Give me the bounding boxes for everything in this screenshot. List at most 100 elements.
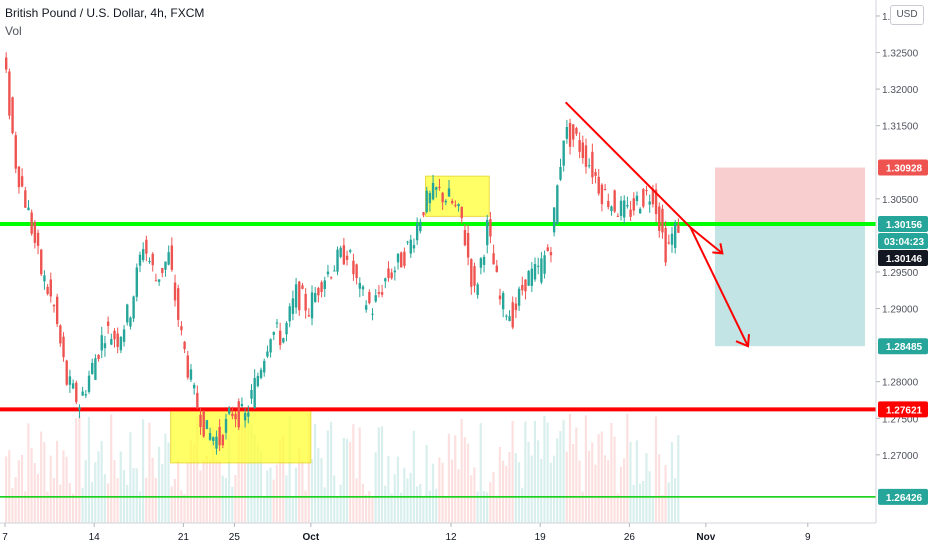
candle-body <box>677 224 680 233</box>
candle-body <box>113 330 116 340</box>
candle <box>298 280 301 316</box>
volume-bar <box>495 495 498 523</box>
candle-body <box>40 249 43 275</box>
candle-body <box>435 187 438 190</box>
candle-body <box>126 304 129 323</box>
volume-bar <box>186 462 189 523</box>
candle <box>52 303 56 313</box>
volume-bars <box>5 413 680 523</box>
volume-bar <box>498 446 501 523</box>
candle-body <box>94 358 97 380</box>
projection-arrow-2 <box>689 226 749 347</box>
volume-bar <box>113 460 116 523</box>
candle-body <box>466 233 470 258</box>
candle <box>470 258 473 295</box>
candle-body <box>116 333 119 347</box>
volume-bar <box>161 463 164 523</box>
candle <box>333 265 336 272</box>
volume-bar <box>473 467 476 523</box>
candle-body <box>84 394 88 396</box>
candle-body <box>208 433 212 440</box>
x-tick-label: Oct <box>302 532 319 543</box>
x-tick-label: 26 <box>624 532 636 543</box>
candle <box>263 358 266 377</box>
candle-body <box>345 255 349 260</box>
candle <box>285 321 288 342</box>
candle-body <box>393 270 397 273</box>
volume-bar <box>243 415 247 523</box>
stop-loss-zone <box>715 167 865 224</box>
volume-bar <box>8 450 11 523</box>
candle <box>387 261 390 282</box>
candle-body <box>400 252 403 268</box>
arrow-head-2 <box>735 334 750 348</box>
candle-body <box>610 206 613 212</box>
price-label-text: 1.26426 <box>886 493 923 504</box>
candle-body <box>122 329 126 342</box>
candle-body <box>431 182 435 200</box>
candle-body <box>97 354 100 360</box>
candle-body <box>419 221 422 232</box>
volume-bar <box>55 440 59 523</box>
candle <box>537 257 540 275</box>
candle-body <box>396 253 400 263</box>
candle <box>444 199 448 206</box>
candle <box>670 226 674 253</box>
candle <box>170 237 174 272</box>
candle-body <box>320 282 323 293</box>
volume-bar <box>610 422 613 523</box>
candle-body <box>470 259 473 287</box>
x-tick-label: Nov <box>696 532 715 543</box>
volume-bar <box>527 441 530 523</box>
volume-bar <box>5 456 8 523</box>
currency-button[interactable]: USD <box>890 5 924 25</box>
candle-body <box>498 295 502 300</box>
candle <box>167 245 170 266</box>
candle <box>269 338 272 358</box>
candle <box>157 279 161 286</box>
candle-body <box>43 275 46 282</box>
volume-bar <box>619 466 623 523</box>
candle-body <box>294 284 298 308</box>
candle <box>415 217 419 245</box>
candle-body <box>501 293 505 310</box>
candle <box>224 413 228 440</box>
volume-bar <box>167 442 170 523</box>
candle <box>422 211 425 218</box>
volume-bar <box>46 491 49 523</box>
volume-bar <box>658 454 661 523</box>
candle-body <box>138 254 142 266</box>
candle <box>237 398 240 431</box>
volume-bar <box>403 467 406 523</box>
volume-bar <box>521 487 524 523</box>
candle-body <box>78 407 81 410</box>
volume-bar <box>511 420 514 523</box>
candle-body <box>600 184 604 205</box>
candle-body <box>530 268 534 286</box>
candle-body <box>250 389 253 399</box>
candle-body <box>613 190 616 212</box>
candle-body <box>27 207 30 211</box>
volume-bar <box>409 472 412 523</box>
candle <box>304 288 307 319</box>
candle <box>616 213 620 217</box>
candle <box>610 205 613 216</box>
candle <box>406 240 409 245</box>
trend-line <box>564 101 692 229</box>
candle-body <box>288 306 291 322</box>
candle-body <box>202 410 205 437</box>
candle-body <box>5 57 8 70</box>
candle <box>199 408 202 435</box>
price-axis: 1.330001.325001.320001.315001.305001.295… <box>875 0 932 550</box>
volume-bar <box>578 460 581 523</box>
volume-bar <box>674 478 677 523</box>
candle <box>629 200 632 221</box>
candle <box>419 218 422 234</box>
volume-bar <box>441 462 444 523</box>
volume-bar <box>208 460 212 523</box>
candle-body <box>323 280 326 290</box>
volume-bar <box>151 457 154 523</box>
candle <box>314 287 317 303</box>
volume-bar <box>196 416 199 523</box>
